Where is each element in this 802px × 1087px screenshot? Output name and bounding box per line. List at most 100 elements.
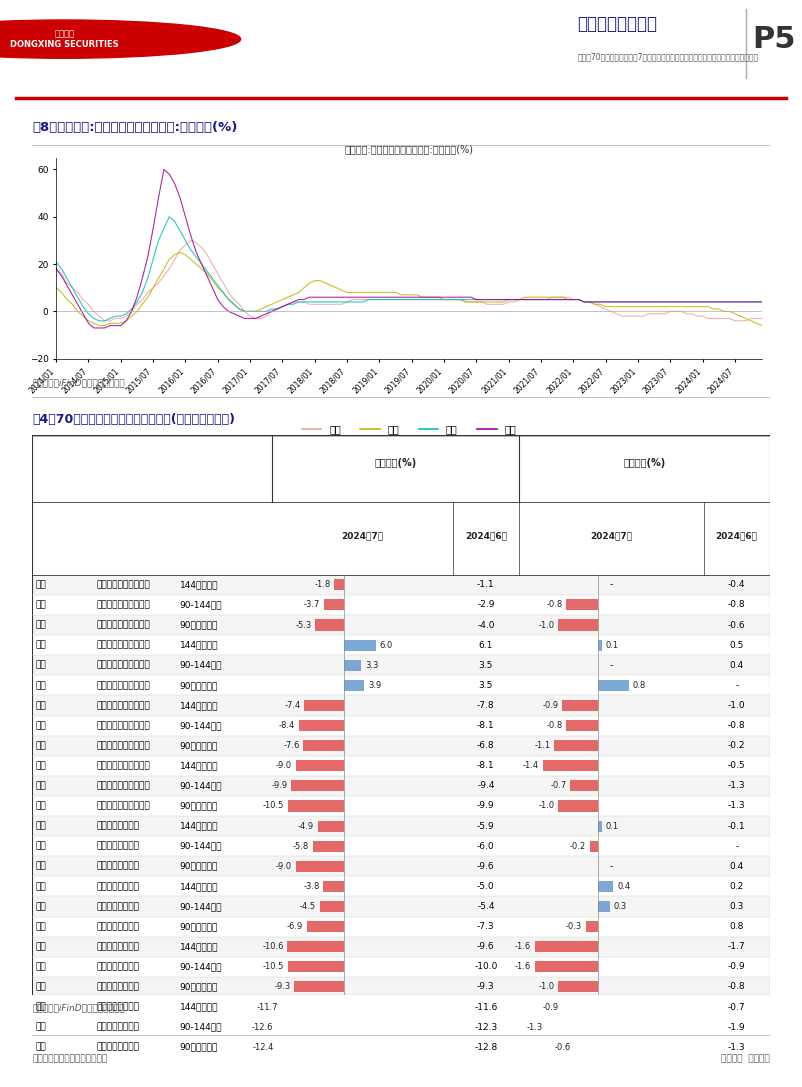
Text: 新建商品住宅价格指数: 新建商品住宅价格指数 — [96, 801, 150, 811]
Circle shape — [0, 20, 241, 59]
Text: 新建商品住宅价格指数: 新建商品住宅价格指数 — [96, 661, 150, 670]
Text: 广州: 广州 — [36, 1042, 47, 1052]
Text: 新建商品住宅价格指数: 新建商品住宅价格指数 — [96, 782, 150, 790]
Text: 2024年6月: 2024年6月 — [465, 532, 507, 540]
FancyBboxPatch shape — [597, 679, 630, 691]
FancyBboxPatch shape — [320, 901, 344, 912]
FancyBboxPatch shape — [566, 599, 597, 611]
FancyBboxPatch shape — [574, 1041, 597, 1053]
Text: 新建商品住宅价格指数: 新建商品住宅价格指数 — [96, 761, 150, 771]
Text: 上海: 上海 — [36, 922, 47, 932]
Text: 90平米及以下: 90平米及以下 — [180, 983, 218, 991]
Text: -1.1: -1.1 — [535, 741, 551, 750]
Text: 深圳: 深圳 — [36, 983, 47, 991]
Text: 90平米及以下: 90平米及以下 — [180, 801, 218, 811]
FancyBboxPatch shape — [590, 840, 597, 852]
FancyBboxPatch shape — [535, 961, 597, 973]
Text: P5: P5 — [752, 25, 796, 53]
FancyBboxPatch shape — [32, 736, 770, 755]
Text: -5.0: -5.0 — [477, 882, 495, 891]
Text: -9.6: -9.6 — [477, 862, 495, 871]
Text: -9.3: -9.3 — [274, 983, 290, 991]
Text: 144平米以上: 144平米以上 — [180, 761, 218, 771]
Text: 新建商品住宅价格指数: 新建商品住宅价格指数 — [96, 640, 150, 650]
Text: -5.9: -5.9 — [477, 822, 495, 830]
Text: 二手住宅价格指数: 二手住宅价格指数 — [96, 862, 140, 871]
Text: -3.8: -3.8 — [303, 882, 320, 891]
Text: -0.6: -0.6 — [728, 621, 746, 629]
Text: -4.9: -4.9 — [298, 822, 314, 830]
Text: 二手住宅价格指数: 二手住宅价格指数 — [96, 942, 140, 951]
Text: 东兴证券行业报告: 东兴证券行业报告 — [577, 15, 658, 34]
Text: 二手住宅价格指数: 二手住宅价格指数 — [96, 962, 140, 972]
Text: -1.9: -1.9 — [728, 1023, 746, 1032]
Text: -12.8: -12.8 — [474, 1042, 497, 1052]
Text: 144平米以上: 144平米以上 — [180, 580, 218, 589]
FancyBboxPatch shape — [294, 982, 344, 992]
Text: 144平米以上: 144平米以上 — [180, 882, 218, 891]
FancyBboxPatch shape — [277, 1041, 344, 1053]
Text: 6.0: 6.0 — [379, 640, 392, 650]
Text: -0.9: -0.9 — [728, 962, 746, 972]
FancyBboxPatch shape — [32, 897, 770, 916]
FancyBboxPatch shape — [570, 780, 597, 791]
Text: 新建商品住宅价格指数: 新建商品住宅价格指数 — [96, 580, 150, 589]
Text: 二手住宅价格指数: 二手住宅价格指数 — [96, 882, 140, 891]
FancyBboxPatch shape — [288, 961, 344, 973]
Text: 深圳: 深圳 — [36, 942, 47, 951]
Text: -1.6: -1.6 — [515, 962, 531, 972]
Text: 二手住宅价格指数: 二手住宅价格指数 — [96, 1042, 140, 1052]
FancyBboxPatch shape — [32, 977, 770, 997]
Text: 上海: 上海 — [36, 680, 47, 690]
FancyBboxPatch shape — [299, 720, 344, 732]
FancyBboxPatch shape — [287, 941, 344, 952]
Text: 0.1: 0.1 — [606, 640, 618, 650]
FancyBboxPatch shape — [32, 776, 770, 796]
Text: -: - — [610, 661, 613, 670]
Text: -3.7: -3.7 — [304, 600, 320, 610]
FancyBboxPatch shape — [315, 620, 344, 630]
FancyBboxPatch shape — [543, 760, 597, 772]
FancyBboxPatch shape — [296, 760, 344, 772]
Text: -7.4: -7.4 — [285, 701, 301, 710]
Text: 二手住宅价格指数: 二手住宅价格指数 — [96, 902, 140, 911]
Text: 144平米以上: 144平米以上 — [180, 822, 218, 830]
Text: -7.6: -7.6 — [283, 741, 300, 750]
FancyBboxPatch shape — [32, 575, 770, 595]
Text: 0.4: 0.4 — [730, 661, 743, 670]
Text: 北京: 北京 — [36, 600, 47, 610]
FancyBboxPatch shape — [307, 921, 344, 933]
Text: 144平米以上: 144平米以上 — [180, 1002, 218, 1012]
Text: -0.2: -0.2 — [728, 741, 746, 750]
Text: 资料来源：iFinD、东兴证券研究所: 资料来源：iFinD、东兴证券研究所 — [32, 378, 124, 387]
Text: 0.4: 0.4 — [730, 862, 743, 871]
Legend: 北京, 广州, 上海, 深圳: 北京, 广州, 上海, 深圳 — [298, 421, 520, 438]
Text: 90-144平米: 90-144平米 — [180, 782, 222, 790]
FancyBboxPatch shape — [32, 655, 770, 675]
Text: -1.6: -1.6 — [515, 942, 531, 951]
Text: 0.8: 0.8 — [633, 680, 646, 690]
Text: 0.3: 0.3 — [730, 902, 744, 911]
FancyBboxPatch shape — [344, 679, 364, 691]
Text: 二手住宅价格指数: 二手住宅价格指数 — [96, 822, 140, 830]
Text: 当月同比(%): 当月同比(%) — [375, 458, 416, 467]
Text: -: - — [735, 841, 739, 851]
FancyBboxPatch shape — [562, 700, 597, 711]
Text: 90平米及以下: 90平米及以下 — [180, 862, 218, 871]
Text: -: - — [735, 680, 739, 690]
Text: 北京: 北京 — [36, 822, 47, 830]
FancyBboxPatch shape — [277, 1022, 344, 1033]
FancyBboxPatch shape — [597, 880, 614, 892]
Text: 房地产70城房价数据点评：7月各线城市住宅价格环比继续下滑，二三线降幅大于一线: 房地产70城房价数据点评：7月各线城市住宅价格环比继续下滑，二三线降幅大于一线 — [577, 52, 759, 61]
Text: 广州: 广州 — [36, 801, 47, 811]
Text: -1.3: -1.3 — [728, 801, 746, 811]
Text: -10.0: -10.0 — [474, 962, 497, 972]
Text: -8.1: -8.1 — [477, 761, 495, 771]
Text: -0.3: -0.3 — [566, 922, 582, 932]
Text: 深圳: 深圳 — [36, 741, 47, 750]
Text: -4.0: -4.0 — [477, 621, 495, 629]
Text: 90-144平米: 90-144平米 — [180, 600, 222, 610]
FancyBboxPatch shape — [303, 740, 344, 751]
Text: -6.9: -6.9 — [287, 922, 303, 932]
Text: 北京: 北京 — [36, 841, 47, 851]
